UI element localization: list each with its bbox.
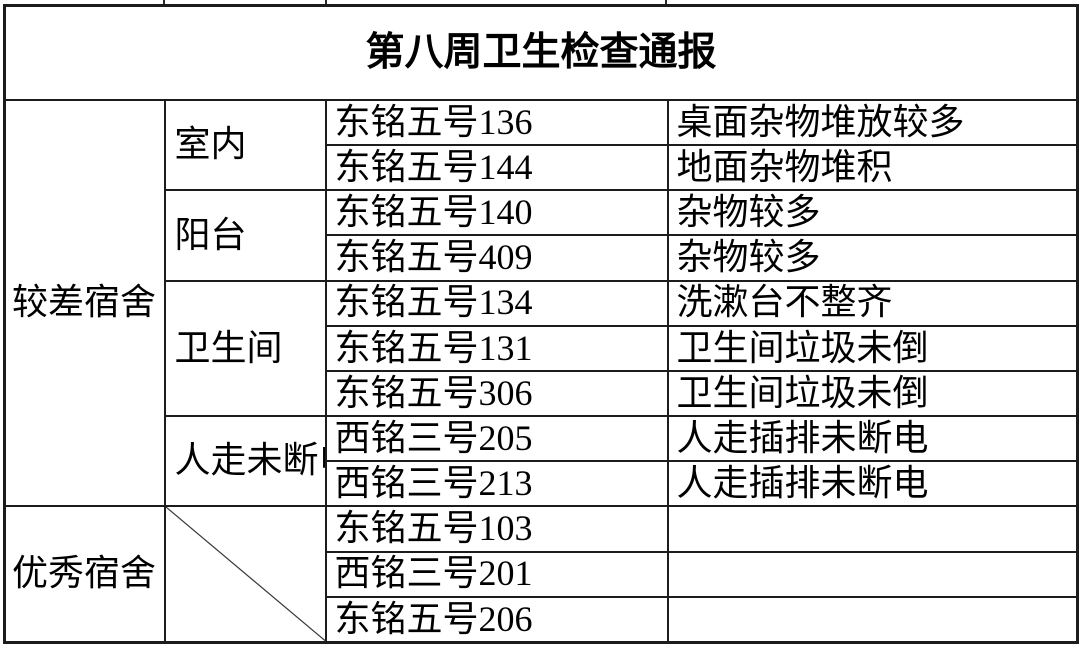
top-edge-tick: [325, 0, 327, 5]
category-empty-cell: [163, 505, 327, 644]
top-edge-tick: [665, 0, 667, 5]
issue-cell: 洗漱台不整齐: [666, 279, 1079, 327]
title-row: 第八周卫生检查通报: [3, 4, 1079, 101]
category-balcony: 阳台: [163, 189, 327, 282]
table-row: 优秀宿舍 东铭五号103: [3, 505, 1079, 644]
issue-cell: 杂物较多: [666, 189, 1079, 237]
dorm-cell: 东铭五号136: [324, 98, 669, 147]
issue-cell: 桌面杂物堆放较多: [666, 98, 1079, 147]
table-row: 卫生间 东铭五号134 洗漱台不整齐: [5, 279, 1079, 418]
issue-cell: 人走插排未断电: [666, 415, 1079, 463]
table-row: 阳台 东铭五号140 杂物较多: [5, 189, 1079, 282]
issue-cell: [666, 505, 1079, 553]
category-bathroom: 卫生间: [163, 279, 327, 418]
table-row: 东铭五号131 卫生间垃圾未倒: [5, 324, 1079, 372]
table-row: 西铭三号213 人走插排未断电: [5, 460, 1079, 508]
dorm-cell: 东铭五号409: [324, 234, 669, 282]
table-row: 较差宿舍 室内 东铭五号136 桌面杂物堆放较多: [3, 98, 1079, 508]
issue-cell: [666, 550, 1079, 598]
table-row: 西铭三号201: [5, 550, 1079, 598]
category-power-left-on: 人走未断电: [163, 415, 327, 508]
table-row: 东铭五号409 杂物较多: [5, 234, 1079, 282]
category-indoor: 室内: [163, 98, 327, 192]
dorm-cell: 东铭五号131: [324, 324, 669, 372]
issue-cell: [666, 595, 1079, 644]
dorm-cell: 东铭五号140: [324, 189, 669, 237]
top-edge-tick: [163, 0, 165, 5]
table-row: 东铭五号306 卫生间垃圾未倒: [5, 369, 1079, 418]
dorm-cell: 东铭五号144: [324, 144, 669, 192]
issue-cell: 卫生间垃圾未倒: [666, 369, 1079, 418]
dorm-cell: 东铭五号206: [324, 595, 669, 644]
diagonal-slash-icon: [166, 507, 325, 641]
issue-cell: 人走插排未断电: [666, 460, 1079, 508]
section-excellent-label: 优秀宿舍: [3, 505, 166, 644]
dorm-cell: 东铭五号306: [324, 369, 669, 418]
section-poor-label: 较差宿舍: [3, 98, 166, 508]
table-row: 东铭五号206: [5, 595, 1079, 644]
issue-cell: 杂物较多: [666, 234, 1079, 282]
dorm-cell: 西铭三号213: [324, 460, 669, 508]
dorm-cell: 东铭五号134: [324, 279, 669, 327]
dorm-cell: 西铭三号205: [324, 415, 669, 463]
table-row: 人走未断电 西铭三号205 人走插排未断电: [5, 415, 1079, 508]
dorm-cell: 西铭三号201: [324, 550, 669, 598]
table-row: 东铭五号144 地面杂物堆积: [5, 144, 1079, 192]
issue-cell: 卫生间垃圾未倒: [666, 324, 1079, 372]
dorm-cell: 东铭五号103: [324, 505, 669, 553]
inspection-table: 第八周卫生检查通报 较差宿舍 室内 东铭五号136 桌面杂物堆放较多 东铭五号1…: [3, 4, 1080, 644]
issue-cell: 地面杂物堆积: [666, 144, 1079, 192]
page-title: 第八周卫生检查通报: [3, 4, 1079, 101]
